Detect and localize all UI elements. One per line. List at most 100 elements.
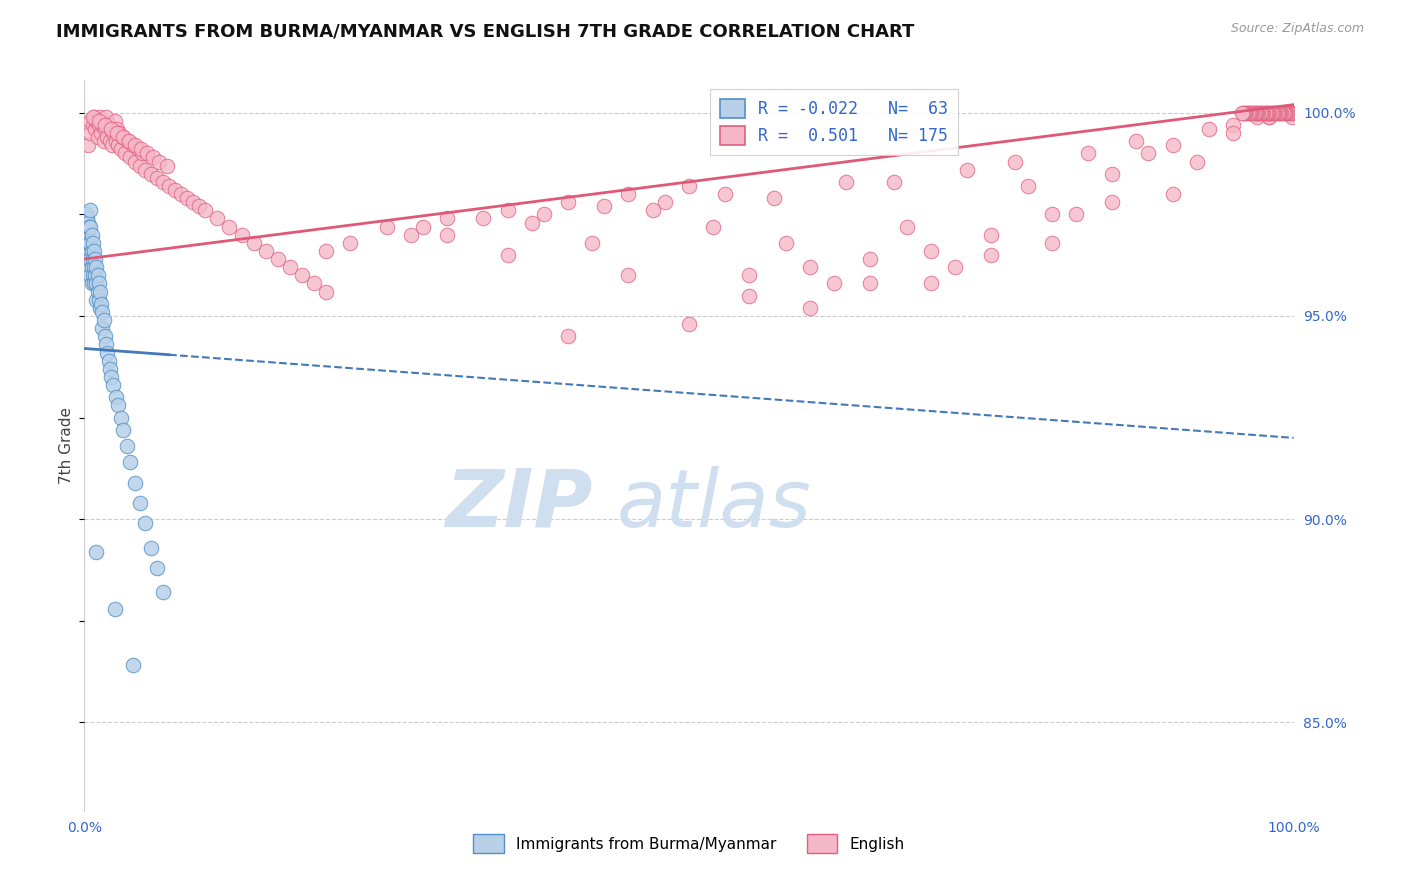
Point xyxy=(1261,105,1284,120)
Point xyxy=(1260,105,1282,120)
Point xyxy=(1230,105,1253,120)
Point xyxy=(77,252,100,266)
Point xyxy=(1077,146,1099,161)
Point xyxy=(1236,105,1258,120)
Point xyxy=(883,175,905,189)
Point xyxy=(89,110,111,124)
Point xyxy=(103,126,125,140)
Point xyxy=(76,227,98,242)
Point xyxy=(86,277,108,291)
Point xyxy=(82,235,104,250)
Point xyxy=(94,110,117,124)
Point xyxy=(557,329,579,343)
Point xyxy=(103,378,125,392)
Point xyxy=(181,195,204,210)
Point xyxy=(835,175,858,189)
Point xyxy=(117,134,139,148)
Point xyxy=(93,313,115,327)
Point xyxy=(496,203,519,218)
Point xyxy=(315,244,337,258)
Point xyxy=(86,268,108,283)
Point xyxy=(115,439,138,453)
Point xyxy=(107,138,129,153)
Point xyxy=(799,260,821,275)
Point xyxy=(1257,105,1279,120)
Point xyxy=(678,317,700,331)
Point xyxy=(120,455,142,469)
Point xyxy=(94,337,117,351)
Point xyxy=(104,114,127,128)
Point xyxy=(82,118,104,132)
Point xyxy=(1267,105,1289,120)
Point xyxy=(1241,105,1264,120)
Point xyxy=(134,162,156,177)
Point xyxy=(86,114,108,128)
Point xyxy=(142,151,165,165)
Point xyxy=(1261,105,1284,120)
Point xyxy=(79,126,101,140)
Point xyxy=(254,244,277,258)
Point xyxy=(100,122,122,136)
Point xyxy=(83,260,105,275)
Point xyxy=(315,285,337,299)
Point xyxy=(155,159,177,173)
Point xyxy=(1246,105,1268,120)
Point xyxy=(1161,138,1184,153)
Point xyxy=(131,146,153,161)
Point xyxy=(1101,195,1123,210)
Point xyxy=(1270,105,1292,120)
Point xyxy=(1137,146,1160,161)
Point xyxy=(412,219,434,234)
Point xyxy=(86,285,108,299)
Point xyxy=(1258,110,1281,124)
Point xyxy=(920,244,942,258)
Point xyxy=(641,203,664,218)
Point xyxy=(557,195,579,210)
Point xyxy=(520,215,543,229)
Point xyxy=(1256,105,1278,120)
Point xyxy=(94,122,117,136)
Point xyxy=(112,130,135,145)
Point xyxy=(176,191,198,205)
Point xyxy=(114,146,136,161)
Point xyxy=(1271,105,1294,120)
Point xyxy=(1243,105,1265,120)
Point xyxy=(1161,187,1184,202)
Point xyxy=(107,398,129,412)
Point xyxy=(112,423,135,437)
Point xyxy=(1253,105,1275,120)
Point xyxy=(124,475,146,490)
Point xyxy=(127,142,149,156)
Point xyxy=(104,134,127,148)
Point xyxy=(86,130,108,145)
Point xyxy=(100,370,122,384)
Point xyxy=(1254,105,1277,120)
Point xyxy=(533,207,555,221)
Point xyxy=(1253,105,1275,120)
Point xyxy=(399,227,422,242)
Point xyxy=(124,154,146,169)
Point xyxy=(1264,105,1286,120)
Point xyxy=(1250,105,1272,120)
Point xyxy=(83,277,105,291)
Point xyxy=(157,178,180,193)
Point xyxy=(956,162,979,177)
Point xyxy=(231,227,253,242)
Point xyxy=(472,211,495,226)
Point xyxy=(129,496,152,510)
Point xyxy=(90,297,112,311)
Point xyxy=(146,561,169,575)
Point xyxy=(980,248,1002,262)
Point xyxy=(139,167,162,181)
Point xyxy=(1101,167,1123,181)
Point xyxy=(124,138,146,153)
Point xyxy=(617,268,640,283)
Point xyxy=(105,122,128,136)
Point xyxy=(1222,118,1244,132)
Point xyxy=(1004,154,1026,169)
Text: atlas: atlas xyxy=(616,466,811,543)
Point xyxy=(76,211,98,226)
Point xyxy=(79,268,101,283)
Point xyxy=(101,138,124,153)
Point xyxy=(738,288,761,302)
